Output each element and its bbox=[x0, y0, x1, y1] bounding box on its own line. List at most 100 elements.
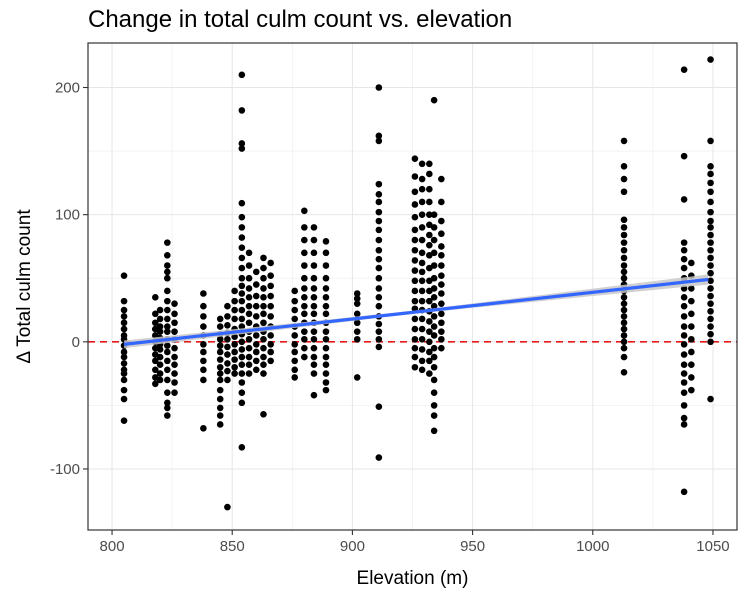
data-point bbox=[164, 399, 171, 407]
data-point bbox=[252, 313, 260, 320]
data-point bbox=[200, 357, 207, 365]
data-point bbox=[310, 302, 318, 310]
data-point bbox=[252, 302, 260, 310]
data-point bbox=[707, 239, 714, 246]
data-point bbox=[238, 140, 246, 147]
data-point bbox=[426, 318, 433, 325]
data-point bbox=[411, 188, 419, 196]
data-point bbox=[322, 353, 330, 361]
data-point bbox=[200, 424, 207, 432]
data-point bbox=[301, 353, 308, 361]
data-point bbox=[353, 335, 361, 343]
data-point bbox=[353, 328, 361, 335]
data-point bbox=[620, 338, 628, 346]
data-point bbox=[238, 199, 246, 207]
data-point bbox=[152, 319, 159, 327]
data-point bbox=[375, 328, 383, 335]
data-point bbox=[322, 335, 330, 343]
data-point bbox=[707, 269, 714, 277]
data-point bbox=[171, 370, 178, 377]
data-point bbox=[688, 374, 695, 381]
data-point bbox=[216, 315, 224, 323]
data-point bbox=[411, 335, 419, 343]
data-point bbox=[260, 294, 267, 301]
data-point bbox=[680, 196, 688, 203]
data-point bbox=[375, 132, 383, 140]
data-point bbox=[301, 236, 308, 244]
data-point bbox=[438, 300, 445, 307]
data-point bbox=[267, 282, 274, 290]
data-point bbox=[620, 313, 628, 320]
data-point bbox=[260, 264, 267, 272]
data-point bbox=[375, 236, 383, 244]
data-point bbox=[301, 344, 308, 352]
data-point bbox=[260, 274, 267, 282]
data-point bbox=[164, 252, 171, 259]
data-point bbox=[411, 277, 419, 285]
data-point bbox=[620, 175, 628, 183]
data-point bbox=[301, 285, 308, 292]
data-point bbox=[680, 402, 688, 409]
data-point bbox=[200, 366, 207, 374]
data-point bbox=[224, 343, 231, 351]
data-point bbox=[688, 259, 695, 267]
data-point bbox=[164, 404, 171, 412]
data-point bbox=[438, 319, 445, 327]
data-point bbox=[418, 277, 426, 285]
data-point bbox=[322, 361, 330, 368]
x-tick-label: 900 bbox=[340, 538, 365, 555]
data-point bbox=[620, 369, 628, 376]
data-point bbox=[688, 297, 695, 305]
data-point bbox=[245, 302, 253, 310]
x-tick-label: 950 bbox=[460, 538, 485, 555]
data-point bbox=[322, 238, 330, 245]
data-point bbox=[620, 300, 628, 307]
data-point bbox=[375, 403, 383, 410]
data-point bbox=[411, 201, 419, 208]
data-point bbox=[680, 379, 688, 386]
y-tick-label: 200 bbox=[55, 80, 80, 97]
data-point bbox=[301, 249, 308, 257]
y-axis: -100 0 100 200 bbox=[50, 80, 88, 478]
data-point bbox=[353, 374, 361, 381]
data-point bbox=[291, 348, 299, 356]
data-point bbox=[438, 272, 445, 279]
data-point bbox=[620, 353, 628, 361]
data-point bbox=[238, 274, 246, 282]
data-point bbox=[430, 285, 438, 292]
data-point bbox=[375, 274, 383, 282]
data-point bbox=[620, 224, 628, 231]
data-point bbox=[426, 185, 433, 193]
data-point bbox=[688, 323, 695, 330]
data-point bbox=[120, 272, 128, 279]
data-point bbox=[216, 421, 224, 428]
data-point bbox=[238, 244, 246, 252]
data-point bbox=[224, 321, 231, 329]
data-point bbox=[238, 254, 246, 262]
data-point bbox=[238, 338, 246, 346]
data-point bbox=[707, 262, 714, 269]
data-point bbox=[267, 272, 274, 279]
data-point bbox=[301, 302, 308, 310]
data-point bbox=[238, 282, 246, 290]
data-point bbox=[426, 241, 433, 249]
data-point bbox=[418, 315, 426, 323]
data-point bbox=[156, 323, 164, 330]
data-point bbox=[411, 173, 419, 180]
data-point bbox=[375, 285, 383, 292]
data-point bbox=[430, 353, 438, 361]
data-point bbox=[707, 188, 714, 196]
data-point bbox=[375, 84, 383, 91]
data-point bbox=[680, 152, 688, 160]
data-point bbox=[252, 281, 260, 288]
data-point bbox=[426, 160, 433, 168]
data-point bbox=[164, 366, 171, 374]
data-point bbox=[418, 346, 426, 353]
data-point bbox=[620, 216, 628, 224]
data-point bbox=[245, 310, 253, 318]
data-point bbox=[680, 264, 688, 272]
data-point bbox=[267, 332, 274, 339]
data-point bbox=[418, 185, 426, 193]
data-point bbox=[216, 335, 224, 343]
data-point bbox=[375, 302, 383, 310]
